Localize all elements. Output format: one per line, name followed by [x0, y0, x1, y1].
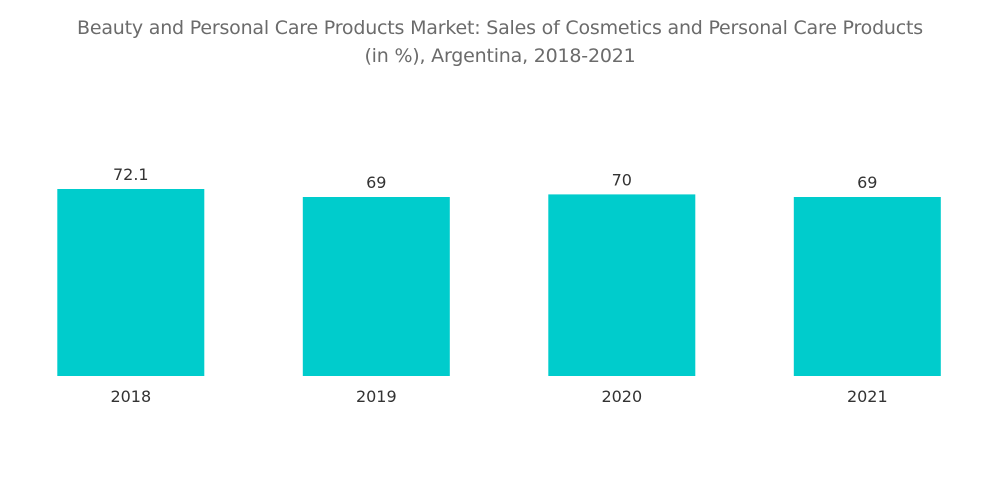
x-tick-label-2019: 2019 — [356, 387, 397, 406]
bar-2019 — [302, 197, 450, 376]
value-label-2021: 69 — [857, 173, 877, 192]
value-label-2020: 70 — [612, 170, 632, 189]
value-label-2019: 69 — [366, 173, 386, 192]
chart-title-line-1: Beauty and Personal Care Products Market… — [77, 17, 923, 39]
value-labels-group: 72.1 69 70 69 — [113, 165, 877, 192]
x-tick-label-2021: 2021 — [847, 387, 888, 406]
x-tick-label-2018: 2018 — [110, 387, 151, 406]
chart-title: Beauty and Personal Care Products Market… — [0, 14, 1000, 70]
chart-title-line-2: (in %), Argentina, 2018-2021 — [364, 45, 636, 67]
x-axis-tick-labels: 2018 2019 2020 2021 — [110, 387, 887, 406]
bar-2018 — [57, 189, 205, 376]
x-tick-label-2020: 2020 — [601, 387, 642, 406]
value-label-2018: 72.1 — [113, 165, 149, 184]
bar-2021 — [793, 197, 941, 376]
bar-2020 — [548, 194, 696, 376]
bars-group — [57, 189, 941, 376]
